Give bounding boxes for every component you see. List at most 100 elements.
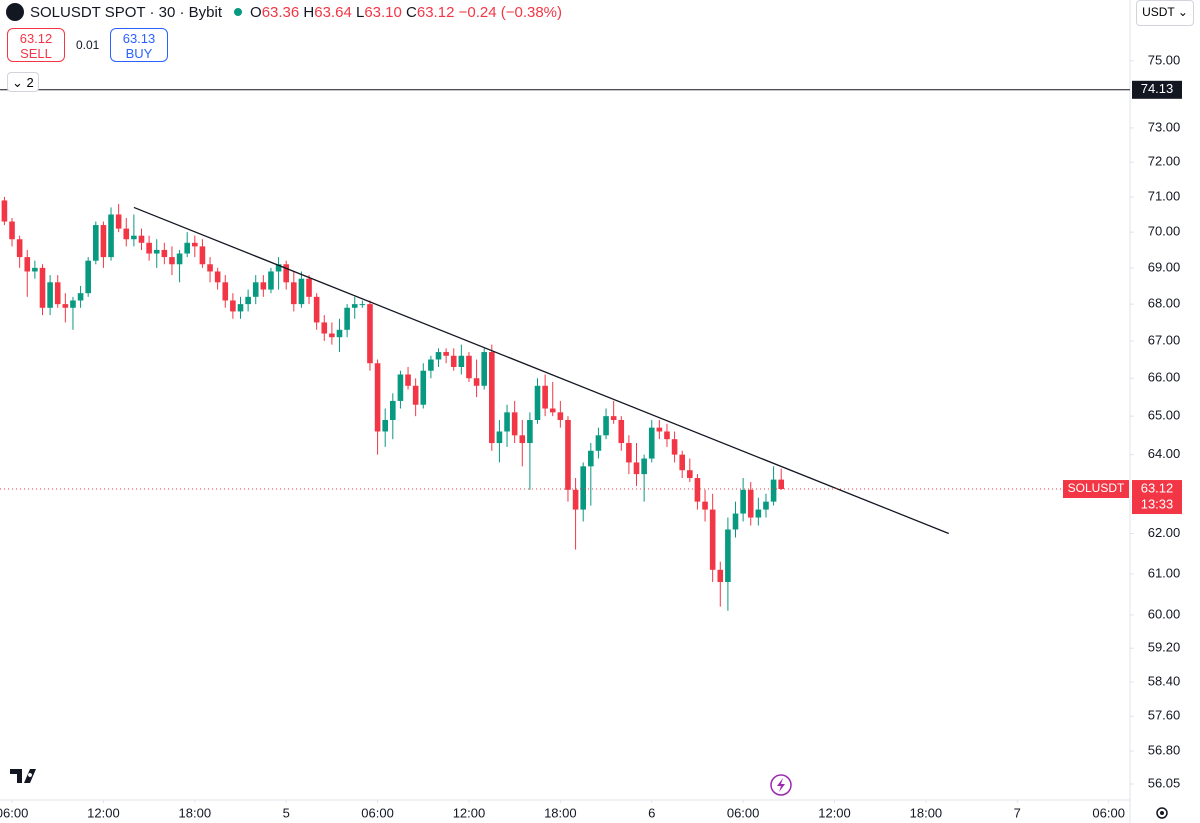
candle-body bbox=[428, 359, 434, 371]
y-tick-label: 60.00 bbox=[1148, 606, 1181, 621]
candle-body bbox=[313, 296, 320, 323]
candle-body bbox=[747, 489, 754, 518]
candle-body bbox=[70, 300, 76, 308]
x-tick-label: 12:00 bbox=[87, 805, 120, 820]
candle-body bbox=[481, 352, 487, 386]
candle-body bbox=[291, 282, 297, 305]
candle-body bbox=[222, 282, 229, 301]
candle-body bbox=[47, 282, 53, 308]
candle-body bbox=[351, 304, 358, 308]
candle-body bbox=[100, 225, 107, 258]
level-label: 74.13 bbox=[1141, 81, 1174, 96]
candle-body bbox=[405, 374, 411, 386]
currency-selector[interactable]: USDT ⌄ bbox=[1136, 0, 1194, 26]
symbol-logo bbox=[6, 3, 24, 21]
x-tick-label: 6 bbox=[648, 805, 655, 820]
header: SOLUSDT SPOT · 30 · Bybit O 63.36 H 63.64 … bbox=[6, 2, 562, 22]
buy-price: 63.13 bbox=[122, 31, 156, 46]
y-tick-label: 65.00 bbox=[1148, 408, 1181, 423]
y-tick-label: 59.20 bbox=[1148, 640, 1181, 655]
y-tick-label: 73.00 bbox=[1148, 119, 1181, 134]
ohlc-label: C bbox=[406, 3, 417, 21]
candle-body bbox=[732, 513, 739, 530]
candle-body bbox=[123, 228, 130, 240]
candle-body bbox=[24, 257, 31, 272]
candle-body bbox=[131, 235, 137, 240]
candle-body bbox=[260, 282, 267, 290]
candle-body bbox=[618, 419, 625, 444]
x-tick-label: 18:00 bbox=[179, 805, 212, 820]
symbol-tag: SOLUSDT bbox=[1068, 481, 1125, 495]
x-tick-label: 06:00 bbox=[361, 805, 394, 820]
candle-body bbox=[108, 214, 114, 258]
settings-button[interactable] bbox=[1156, 807, 1168, 819]
candle-body bbox=[504, 412, 510, 432]
y-tick-label: 71.00 bbox=[1148, 188, 1181, 203]
y-tick-label: 58.40 bbox=[1148, 673, 1181, 688]
ohlc-value: 63.36 bbox=[261, 3, 300, 21]
y-tick-label: 66.00 bbox=[1148, 370, 1181, 385]
candle-body bbox=[549, 408, 556, 413]
last-price-bg bbox=[1132, 480, 1182, 515]
candle-body bbox=[298, 278, 305, 305]
candle-body bbox=[283, 264, 289, 283]
candle-body bbox=[237, 304, 244, 312]
spread: 0.01 bbox=[76, 38, 100, 52]
ohlc-label: O bbox=[250, 3, 262, 21]
candle-body bbox=[77, 293, 84, 301]
candle-body bbox=[153, 249, 160, 254]
x-tick-label: 18:00 bbox=[544, 805, 577, 820]
candle-body bbox=[679, 454, 686, 471]
candle-body bbox=[770, 479, 777, 502]
candle-body bbox=[420, 370, 427, 405]
x-tick-label: 12:00 bbox=[818, 805, 851, 820]
candle-body bbox=[54, 282, 61, 305]
symbol[interactable]: SOLUSDT SPOT · 30 · Bybit bbox=[30, 3, 223, 21]
candle-body bbox=[580, 466, 587, 510]
candle-body bbox=[656, 427, 663, 432]
sell-button[interactable]: 63.12 SELL bbox=[7, 28, 65, 62]
candle-body bbox=[671, 439, 678, 455]
candle-body bbox=[595, 435, 602, 451]
candle-body bbox=[85, 260, 91, 294]
candle-body bbox=[450, 355, 457, 367]
y-tick-label: 62.00 bbox=[1148, 525, 1181, 540]
symbol-tag-bg bbox=[1063, 480, 1129, 499]
y-tick-label: 61.00 bbox=[1148, 565, 1181, 580]
x-tick-label: 12:00 bbox=[453, 805, 486, 820]
candle-body bbox=[321, 322, 328, 334]
candle-body bbox=[344, 307, 350, 330]
candle-body bbox=[1, 200, 8, 222]
y-tick-label: 75.00 bbox=[1148, 52, 1181, 67]
x-tick-label: 18:00 bbox=[910, 805, 943, 820]
candle-body bbox=[626, 443, 632, 463]
candle-body bbox=[93, 225, 99, 261]
candle-body bbox=[740, 489, 746, 514]
candle-body bbox=[184, 242, 190, 254]
candle-body bbox=[664, 431, 670, 440]
indicator-count: 2 bbox=[26, 75, 34, 90]
buy-button[interactable]: 63.13 BUY bbox=[110, 28, 168, 62]
candle-body bbox=[16, 239, 23, 258]
candle-body bbox=[458, 355, 465, 367]
y-tick-label: 72.00 bbox=[1148, 154, 1181, 169]
candle-body bbox=[778, 479, 785, 490]
candle-body bbox=[725, 529, 731, 583]
buy-label: BUY bbox=[125, 46, 153, 61]
ohlc-label: H bbox=[303, 3, 315, 21]
candle-body bbox=[565, 419, 571, 490]
ohlc-value: 63.12 bbox=[416, 3, 455, 21]
candle-body bbox=[603, 416, 609, 436]
candle-body bbox=[268, 271, 274, 290]
candle-body bbox=[367, 304, 373, 364]
candle-body bbox=[230, 300, 236, 312]
currency: USDT bbox=[1142, 5, 1175, 19]
candle-body bbox=[534, 385, 541, 420]
trendline bbox=[133, 206, 949, 535]
y-tick-label: 70.00 bbox=[1148, 224, 1181, 239]
sell-price: 63.12 bbox=[19, 31, 53, 46]
indicators-toggle[interactable]: ⌄ 2 bbox=[7, 72, 39, 92]
lightning-button[interactable] bbox=[770, 774, 792, 796]
